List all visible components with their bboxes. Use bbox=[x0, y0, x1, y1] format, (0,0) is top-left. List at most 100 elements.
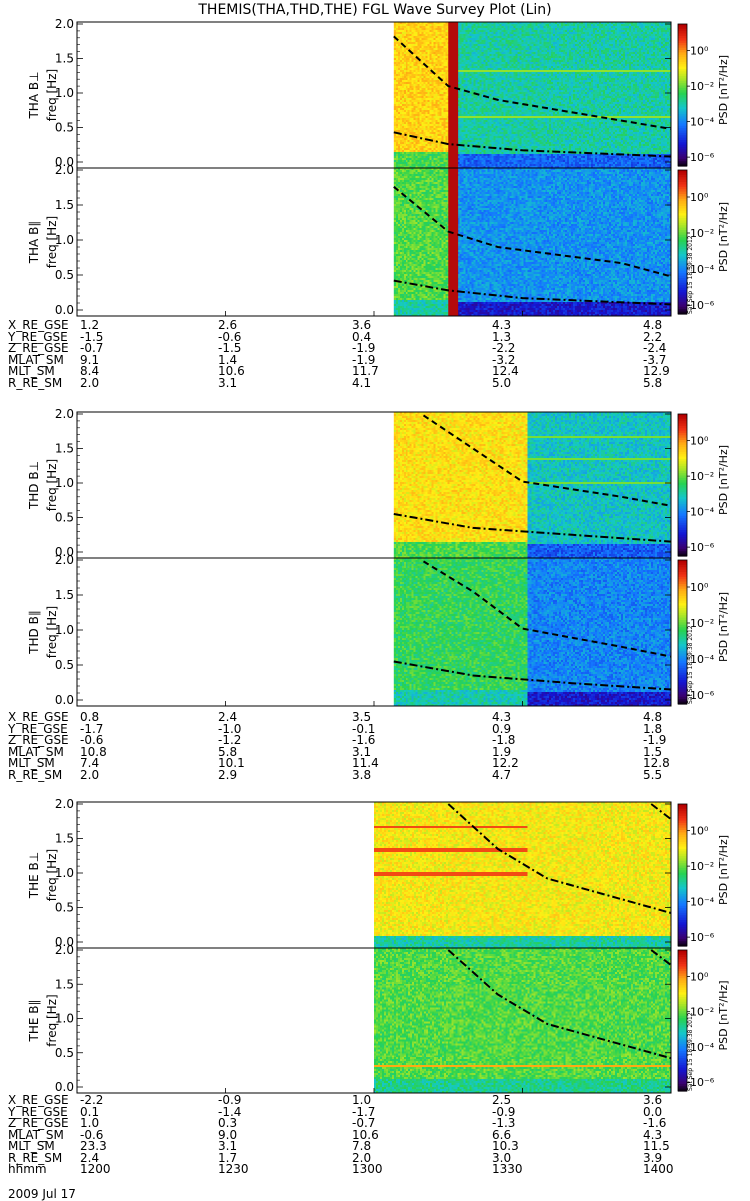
ephemeris-value: 1330 bbox=[492, 1162, 523, 1176]
colorbar-segment bbox=[678, 832, 687, 836]
colorbar-tick-label: 10⁻⁶ bbox=[690, 931, 715, 944]
ephemeris-row: MLAT_SM -0.6 9.0 10.6 6.6 4.3 bbox=[8, 1127, 708, 1142]
colorbar-segment bbox=[678, 1076, 687, 1080]
colorbar-segment bbox=[678, 1039, 687, 1043]
ephemeris-value: 9.1 bbox=[80, 352, 100, 367]
ephemeris-label: MLT_SM bbox=[8, 364, 55, 378]
colorbar-segment bbox=[678, 905, 687, 909]
ephemeris-label: X_RE_GSE bbox=[8, 710, 69, 724]
timestamp-stamp: Sat Sep 15 18:39:38 2012 bbox=[687, 1012, 694, 1091]
colorbar-tick-label: 10⁰ bbox=[690, 970, 709, 983]
colorbar-segment bbox=[678, 853, 687, 857]
colorbar-segment bbox=[678, 428, 687, 432]
ephemeris-value: 1230 bbox=[218, 1162, 249, 1176]
ephemeris-row: Y_RE_GSE -1.5 -0.6 0.4 1.3 2.2 bbox=[8, 331, 708, 344]
colorbar-segment bbox=[678, 646, 687, 650]
colorbar-segment bbox=[678, 485, 687, 488]
colorbar-segment bbox=[678, 567, 687, 571]
dash-dot-curve bbox=[393, 279, 672, 306]
colorbar-segment bbox=[678, 249, 687, 253]
colorbar-segment bbox=[678, 1004, 687, 1007]
colorbar-segment bbox=[678, 186, 687, 190]
colorbar-segment bbox=[678, 222, 687, 226]
colorbar-segment bbox=[678, 1013, 687, 1017]
colorbar-segment bbox=[678, 915, 687, 919]
ephemeris-label: MLT_SM bbox=[8, 1139, 55, 1153]
colorbar-segment bbox=[678, 149, 687, 153]
colorbar-segment bbox=[678, 33, 687, 37]
y-axis-label: THE B⊥ bbox=[27, 852, 41, 899]
colorbar-segment bbox=[678, 620, 687, 623]
colorbar-tick-label: 10⁻⁶ bbox=[690, 689, 715, 702]
colorbar-segment bbox=[678, 213, 687, 217]
colorbar-segment bbox=[678, 309, 687, 313]
y-tick-label: 2.0 bbox=[55, 553, 74, 567]
ephemeris-table: X_RE_GSE -2.2 -0.9 1.0 2.5 3.6 Y_RE_GSE 0.1 -1.4… bbox=[8, 1093, 708, 1176]
colorbar-segment bbox=[678, 461, 687, 465]
colorbar-segment bbox=[678, 553, 687, 557]
colorbar-segment bbox=[678, 31, 687, 35]
ephemeris-row: Y_RE_GSE -1.7 -1.0 -0.1 0.9 1.8 bbox=[8, 723, 708, 736]
colorbar-segment bbox=[678, 696, 687, 700]
colorbar-segment bbox=[678, 468, 687, 472]
colorbar-segment bbox=[678, 1067, 687, 1071]
colorbar-segment bbox=[678, 579, 687, 583]
ephemeris-value: 3.1 bbox=[352, 744, 372, 759]
colorbar-segment bbox=[678, 40, 687, 44]
ephemeris-value: -2.2 bbox=[80, 1093, 104, 1107]
colorbar-segment bbox=[678, 501, 687, 505]
colorbar-segment bbox=[678, 246, 687, 250]
colorbar-frame bbox=[677, 803, 688, 947]
colorbar-segment bbox=[678, 952, 687, 956]
colorbar-segment bbox=[678, 496, 687, 500]
y-tick-label: 1.5 bbox=[55, 198, 74, 212]
colorbar-segment bbox=[678, 1058, 687, 1062]
ephemeris-value: 2.0 bbox=[352, 1150, 372, 1165]
colorbar-segment bbox=[678, 548, 687, 552]
colorbar-segment bbox=[678, 78, 687, 82]
colorbar-segment bbox=[678, 574, 687, 578]
colorbar-segment bbox=[678, 1001, 687, 1005]
colorbar-segment bbox=[678, 442, 687, 446]
colorbar-segment bbox=[678, 860, 687, 864]
ephemeris-row: hhmm 1200 1230 1300 1330 1400 bbox=[8, 1162, 708, 1176]
colorbar-segment bbox=[678, 147, 687, 151]
colorbar-segment bbox=[678, 532, 687, 536]
colorbar-segment bbox=[678, 846, 687, 850]
colorbar-segment bbox=[678, 174, 687, 178]
y-tick-label: 1.5 bbox=[55, 832, 74, 846]
colorbar-segment bbox=[678, 699, 687, 703]
colorbar-segment bbox=[678, 867, 687, 871]
colorbar-segment bbox=[678, 1020, 687, 1024]
colorbar-segment bbox=[678, 210, 687, 214]
colorbar-segment bbox=[678, 992, 687, 996]
colorbar-segment bbox=[678, 858, 687, 862]
colorbar-segment bbox=[678, 508, 687, 512]
colorbar-segment bbox=[678, 83, 687, 87]
ephemeris-label: R_RE_SM bbox=[8, 375, 63, 390]
ephemeris-value: 5.0 bbox=[492, 375, 512, 390]
ephemeris-row: Z_RE_GSE -0.7 -1.5 -1.9 -2.2 -2.4 bbox=[8, 342, 708, 355]
ephemeris-row: X_RE_GSE 1.2 2.6 3.6 4.3 4.8 bbox=[8, 319, 708, 332]
ephemeris-value: 1.0 bbox=[352, 1093, 372, 1107]
colorbar-segment bbox=[678, 466, 687, 470]
colorbar-label: PSD [nT²/Hz] bbox=[717, 202, 730, 272]
colorbar-segment bbox=[678, 50, 687, 53]
colorbar-segment bbox=[678, 919, 687, 923]
colorbar-segment bbox=[678, 985, 687, 989]
ephemeris-label: Z_RE_GSE bbox=[8, 733, 69, 747]
colorbar-segment bbox=[678, 839, 687, 843]
ephemeris-value: 9.0 bbox=[218, 1127, 238, 1142]
colorbar-segment bbox=[678, 59, 687, 63]
colorbar-segment bbox=[678, 804, 687, 807]
colorbar-segment bbox=[678, 922, 687, 926]
colorbar-segment bbox=[678, 525, 687, 529]
ephemeris-value: 2.4 bbox=[80, 1150, 100, 1165]
colorbar-segment bbox=[678, 636, 687, 640]
colorbar-frame bbox=[677, 23, 688, 167]
colorbar-tick-label: 10⁻² bbox=[690, 617, 714, 630]
y-tick-label: 2.0 bbox=[55, 163, 74, 177]
colorbar-segment bbox=[678, 886, 687, 890]
y-axis-unit: freq [Hz] bbox=[45, 606, 59, 658]
ephemeris-value: 10.3 bbox=[492, 1139, 519, 1153]
